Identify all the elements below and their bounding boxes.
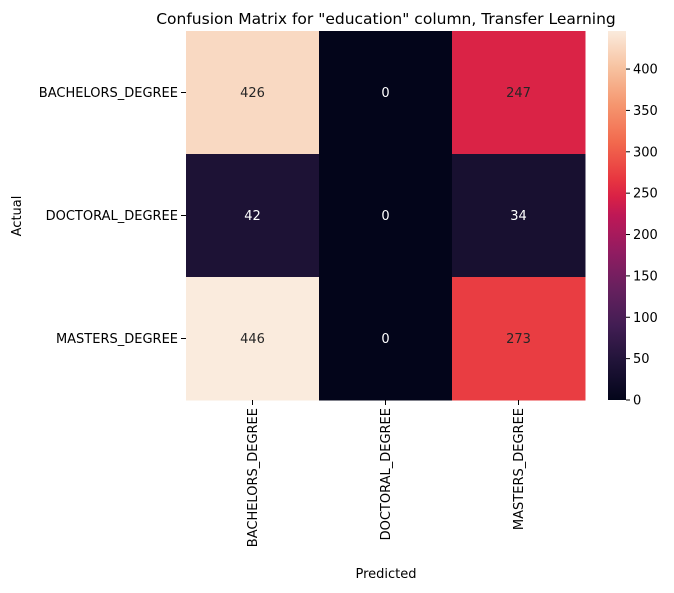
cell-value-label: 0 bbox=[381, 332, 389, 347]
colorbar-tick-label: 50 bbox=[633, 352, 650, 367]
colorbar-tick-label: 0 bbox=[633, 394, 641, 409]
cell-value-label: 426 bbox=[240, 86, 265, 101]
x-tick-label: BACHELORS_DEGREE bbox=[246, 408, 261, 547]
heatmap-cell bbox=[452, 277, 586, 401]
chart-title: Confusion Matrix for "education" column,… bbox=[156, 10, 616, 28]
colorbar-tick-label: 300 bbox=[633, 145, 658, 160]
colorbar-tick-label: 400 bbox=[633, 63, 658, 78]
x-axis-ticks: BACHELORS_DEGREE DOCTORAL_DEGREE MASTERS_D… bbox=[246, 400, 527, 547]
cell-value-label: 0 bbox=[381, 86, 389, 101]
colorbar-tick-label: 250 bbox=[633, 187, 658, 202]
cell-value-label: 247 bbox=[506, 86, 531, 101]
cell-value-label: 446 bbox=[240, 332, 265, 347]
colorbar-tick-label: 350 bbox=[633, 104, 658, 119]
heatmap-cell bbox=[452, 154, 586, 278]
heatmap-cell bbox=[319, 277, 453, 401]
x-tick-label: DOCTORAL_DEGREE bbox=[379, 408, 394, 540]
colorbar: 0 50 100 150 200 250 300 350 400 bbox=[608, 31, 658, 409]
y-axis-label: Actual bbox=[10, 196, 25, 237]
colorbar-tick-label: 150 bbox=[633, 269, 658, 284]
heatmap-cell bbox=[319, 154, 453, 278]
y-tick-label: BACHELORS_DEGREE bbox=[39, 86, 178, 101]
y-axis-ticks: BACHELORS_DEGREE DOCTORAL_DEGREE MASTERS_D… bbox=[39, 86, 186, 347]
cell-value-label: 34 bbox=[510, 209, 527, 224]
x-axis-label: Predicted bbox=[355, 567, 416, 582]
heatmap-cell bbox=[186, 154, 320, 278]
colorbar-gradient bbox=[608, 31, 626, 400]
heatmap-cells: 426 0 247 42 0 34 446 0 273 bbox=[186, 31, 586, 401]
heatmap-cell bbox=[452, 31, 586, 155]
cell-value-label: 273 bbox=[506, 332, 531, 347]
cell-value-label: 0 bbox=[381, 209, 389, 224]
y-tick-label: MASTERS_DEGREE bbox=[56, 332, 178, 347]
heatmap-cell bbox=[186, 277, 320, 401]
colorbar-tick-label: 100 bbox=[633, 311, 658, 326]
cell-value-label: 42 bbox=[244, 209, 261, 224]
heatmap-cell bbox=[186, 31, 320, 155]
x-tick-label: MASTERS_DEGREE bbox=[512, 408, 527, 530]
y-tick-label: DOCTORAL_DEGREE bbox=[46, 209, 178, 224]
colorbar-tick-label: 200 bbox=[633, 228, 658, 243]
heatmap-cell bbox=[319, 31, 453, 155]
